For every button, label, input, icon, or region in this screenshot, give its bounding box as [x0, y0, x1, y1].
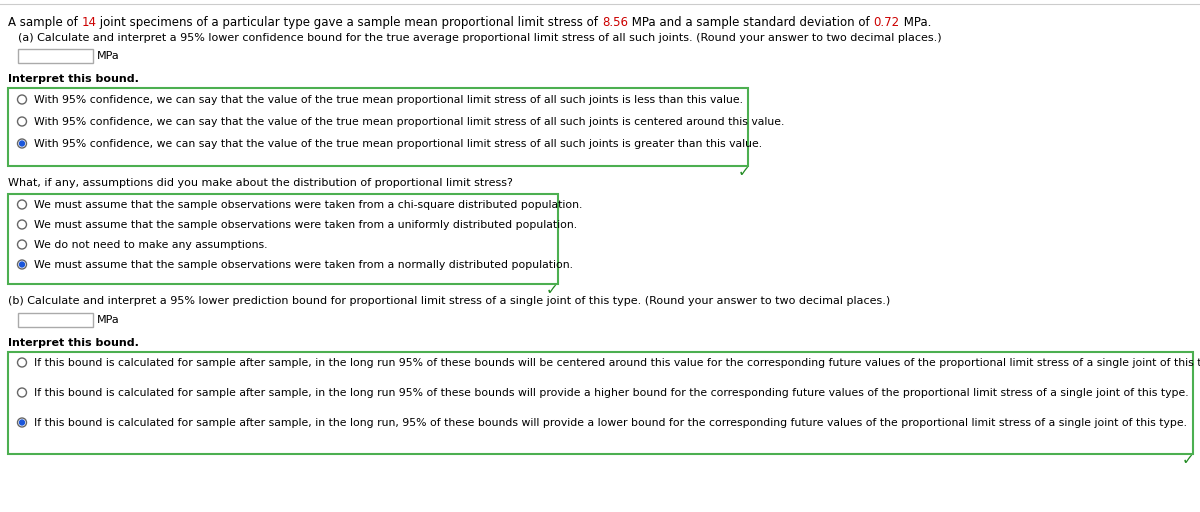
Text: MPa.: MPa. [900, 16, 931, 29]
Text: Interpret this bound.: Interpret this bound. [8, 338, 139, 348]
Text: We do not need to make any assumptions.: We do not need to make any assumptions. [34, 240, 268, 250]
Text: MPa: MPa [97, 51, 120, 61]
Circle shape [18, 200, 26, 209]
Circle shape [19, 420, 24, 425]
Text: If this bound is calculated for sample after sample, in the long run 95% of thes: If this bound is calculated for sample a… [34, 388, 1189, 398]
Text: ✓: ✓ [737, 164, 750, 179]
Text: (b) Calculate and interpret a 95% lower prediction bound for proportional limit : (b) Calculate and interpret a 95% lower … [8, 296, 890, 306]
Text: We must assume that the sample observations were taken from a normally distribut: We must assume that the sample observati… [34, 260, 574, 270]
Text: With 95% confidence, we can say that the value of the true mean proportional lim: With 95% confidence, we can say that the… [34, 139, 762, 149]
Circle shape [19, 141, 24, 146]
Circle shape [18, 260, 26, 269]
Text: If this bound is calculated for sample after sample, in the long run 95% of thes: If this bound is calculated for sample a… [34, 358, 1200, 368]
Text: ✓: ✓ [1181, 452, 1194, 467]
Text: ✓: ✓ [545, 282, 558, 297]
Circle shape [18, 139, 26, 148]
Circle shape [18, 388, 26, 397]
FancyBboxPatch shape [8, 194, 558, 284]
Text: MPa: MPa [97, 315, 120, 325]
Circle shape [18, 358, 26, 367]
Text: 14: 14 [82, 16, 96, 29]
Text: A sample of: A sample of [8, 16, 82, 29]
Circle shape [18, 220, 26, 229]
Text: With 95% confidence, we can say that the value of the true mean proportional lim: With 95% confidence, we can say that the… [34, 117, 785, 127]
FancyBboxPatch shape [8, 88, 748, 166]
FancyBboxPatch shape [18, 313, 94, 327]
FancyBboxPatch shape [18, 49, 94, 63]
Text: With 95% confidence, we can say that the value of the true mean proportional lim: With 95% confidence, we can say that the… [34, 95, 743, 105]
Text: 8.56: 8.56 [602, 16, 628, 29]
Circle shape [19, 262, 24, 267]
Text: (a) Calculate and interpret a 95% lower confidence bound for the true average pr: (a) Calculate and interpret a 95% lower … [18, 33, 942, 43]
Circle shape [18, 95, 26, 104]
Circle shape [18, 240, 26, 249]
Text: We must assume that the sample observations were taken from a chi-square distrib: We must assume that the sample observati… [34, 200, 582, 210]
Circle shape [18, 117, 26, 126]
Text: joint specimens of a particular type gave a sample mean proportional limit stres: joint specimens of a particular type gav… [96, 16, 602, 29]
Text: If this bound is calculated for sample after sample, in the long run, 95% of the: If this bound is calculated for sample a… [34, 418, 1187, 428]
Text: We must assume that the sample observations were taken from a uniformly distribu: We must assume that the sample observati… [34, 220, 577, 230]
Text: Interpret this bound.: Interpret this bound. [8, 74, 139, 84]
Text: 0.72: 0.72 [874, 16, 900, 29]
Text: What, if any, assumptions did you make about the distribution of proportional li: What, if any, assumptions did you make a… [8, 178, 512, 188]
Circle shape [18, 418, 26, 427]
Text: MPa and a sample standard deviation of: MPa and a sample standard deviation of [628, 16, 874, 29]
FancyBboxPatch shape [8, 352, 1193, 454]
